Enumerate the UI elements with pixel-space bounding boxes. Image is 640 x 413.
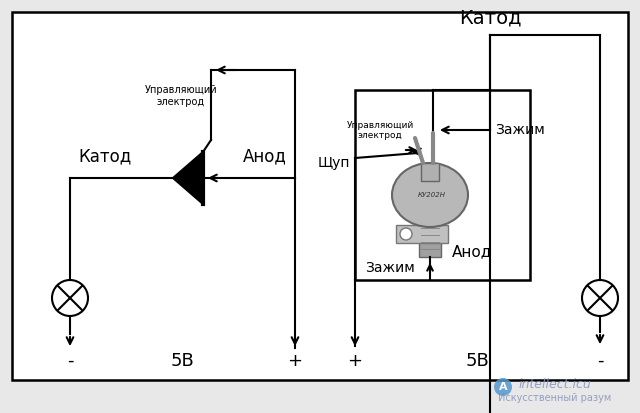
- Text: Искусственный разум: Искусственный разум: [499, 393, 612, 403]
- Text: Зажим: Зажим: [495, 123, 545, 137]
- Text: -: -: [67, 352, 73, 370]
- Bar: [421, 163, 439, 181]
- Text: Щуп: Щуп: [317, 156, 350, 170]
- Text: Зажим: Зажим: [365, 261, 415, 275]
- Text: intellect.icu: intellect.icu: [518, 378, 591, 392]
- Circle shape: [400, 228, 412, 240]
- Ellipse shape: [392, 163, 468, 227]
- Text: Управляющий
электрод: Управляющий электрод: [145, 85, 218, 107]
- Text: Катод: Катод: [459, 8, 521, 27]
- Bar: [355, 90, 530, 280]
- Bar: [396, 225, 448, 243]
- Text: КУ202Н: КУ202Н: [418, 192, 446, 198]
- Text: Катод: Катод: [78, 147, 131, 165]
- Text: 5В: 5В: [465, 352, 489, 370]
- Text: Анод: Анод: [452, 244, 492, 259]
- Text: Анод: Анод: [243, 147, 287, 165]
- Bar: [419, 222, 441, 257]
- Text: +: +: [348, 352, 362, 370]
- Text: -: -: [596, 352, 604, 370]
- Text: 5В: 5В: [170, 352, 194, 370]
- Bar: [12, 12, 628, 380]
- Text: A: A: [499, 382, 508, 392]
- Text: +: +: [287, 352, 303, 370]
- Circle shape: [494, 378, 512, 396]
- Text: Управляющий
электрод: Управляющий электрод: [346, 121, 413, 140]
- Polygon shape: [173, 152, 203, 204]
